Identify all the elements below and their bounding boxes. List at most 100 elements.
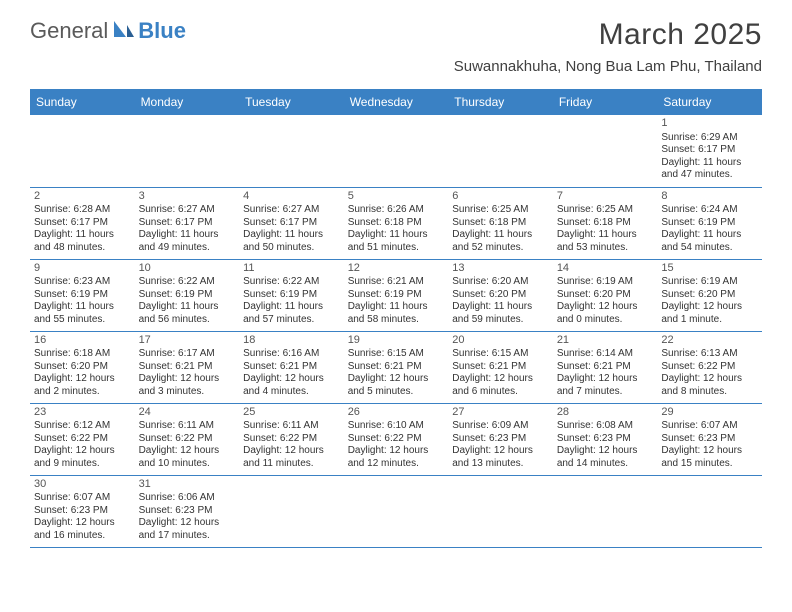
calendar-cell-empty [30,115,135,187]
calendar-cell: 20Sunrise: 6:15 AMSunset: 6:21 PMDayligh… [448,331,553,403]
sunrise-text: Sunrise: 6:14 AM [557,348,654,361]
sunrise-text: Sunrise: 6:20 AM [452,276,549,289]
daylight-text: Daylight: 11 hours and 57 minutes. [243,301,340,326]
day-header-saturday: Saturday [657,89,762,115]
sunrise-text: Sunrise: 6:29 AM [661,132,758,145]
sunrise-text: Sunrise: 6:07 AM [34,492,131,505]
calendar-cell-empty [553,115,658,187]
calendar-cell: 16Sunrise: 6:18 AMSunset: 6:20 PMDayligh… [30,331,135,403]
calendar-cell: 26Sunrise: 6:10 AMSunset: 6:22 PMDayligh… [344,403,449,475]
sunset-text: Sunset: 6:23 PM [452,433,549,446]
sunrise-text: Sunrise: 6:12 AM [34,420,131,433]
calendar-cell: 2Sunrise: 6:28 AMSunset: 6:17 PMDaylight… [30,187,135,259]
calendar-row: 23Sunrise: 6:12 AMSunset: 6:22 PMDayligh… [30,403,762,475]
daylight-text: Daylight: 12 hours and 4 minutes. [243,373,340,398]
day-number: 23 [34,406,131,420]
daylight-text: Daylight: 12 hours and 7 minutes. [557,373,654,398]
day-number: 21 [557,334,654,348]
calendar-cell-empty [448,475,553,547]
daylight-text: Daylight: 11 hours and 49 minutes. [139,229,236,254]
calendar-cell: 13Sunrise: 6:20 AMSunset: 6:20 PMDayligh… [448,259,553,331]
calendar-body: 1Sunrise: 6:29 AMSunset: 6:17 PMDaylight… [30,115,762,547]
calendar-cell-empty [448,115,553,187]
daylight-text: Daylight: 12 hours and 16 minutes. [34,517,131,542]
calendar-row: 30Sunrise: 6:07 AMSunset: 6:23 PMDayligh… [30,475,762,547]
sunrise-text: Sunrise: 6:18 AM [34,348,131,361]
daylight-text: Daylight: 12 hours and 6 minutes. [452,373,549,398]
sunset-text: Sunset: 6:23 PM [661,433,758,446]
day-number: 15 [661,262,758,276]
day-number: 11 [243,262,340,276]
sunrise-text: Sunrise: 6:27 AM [139,204,236,217]
day-number: 20 [452,334,549,348]
day-number: 14 [557,262,654,276]
day-header-monday: Monday [135,89,240,115]
calendar-cell: 1Sunrise: 6:29 AMSunset: 6:17 PMDaylight… [657,115,762,187]
calendar-cell: 3Sunrise: 6:27 AMSunset: 6:17 PMDaylight… [135,187,240,259]
month-title: March 2025 [454,18,762,52]
sunrise-text: Sunrise: 6:25 AM [557,204,654,217]
daylight-text: Daylight: 11 hours and 51 minutes. [348,229,445,254]
daylight-text: Daylight: 12 hours and 13 minutes. [452,445,549,470]
day-number: 26 [348,406,445,420]
sunset-text: Sunset: 6:23 PM [34,505,131,518]
sunrise-text: Sunrise: 6:16 AM [243,348,340,361]
day-header-row: SundayMondayTuesdayWednesdayThursdayFrid… [30,89,762,115]
day-number: 30 [34,478,131,492]
daylight-text: Daylight: 12 hours and 11 minutes. [243,445,340,470]
sunset-text: Sunset: 6:20 PM [661,289,758,302]
sunrise-text: Sunrise: 6:07 AM [661,420,758,433]
sunset-text: Sunset: 6:20 PM [557,289,654,302]
calendar-cell: 8Sunrise: 6:24 AMSunset: 6:19 PMDaylight… [657,187,762,259]
sunset-text: Sunset: 6:18 PM [452,217,549,230]
sunrise-text: Sunrise: 6:13 AM [661,348,758,361]
daylight-text: Daylight: 11 hours and 47 minutes. [661,157,758,182]
sunset-text: Sunset: 6:19 PM [661,217,758,230]
sunrise-text: Sunrise: 6:19 AM [557,276,654,289]
sunset-text: Sunset: 6:23 PM [139,505,236,518]
daylight-text: Daylight: 12 hours and 8 minutes. [661,373,758,398]
sunset-text: Sunset: 6:18 PM [557,217,654,230]
sunrise-text: Sunrise: 6:26 AM [348,204,445,217]
day-number: 7 [557,190,654,204]
daylight-text: Daylight: 11 hours and 52 minutes. [452,229,549,254]
day-number: 31 [139,478,236,492]
sunset-text: Sunset: 6:17 PM [139,217,236,230]
calendar-cell: 6Sunrise: 6:25 AMSunset: 6:18 PMDaylight… [448,187,553,259]
sunset-text: Sunset: 6:21 PM [557,361,654,374]
sunrise-text: Sunrise: 6:06 AM [139,492,236,505]
calendar-cell: 30Sunrise: 6:07 AMSunset: 6:23 PMDayligh… [30,475,135,547]
sunset-text: Sunset: 6:19 PM [34,289,131,302]
title-block: March 2025 Suwannakhuha, Nong Bua Lam Ph… [454,18,762,75]
day-number: 4 [243,190,340,204]
calendar-cell-empty [344,115,449,187]
logo: General Blue [30,18,186,44]
daylight-text: Daylight: 12 hours and 17 minutes. [139,517,236,542]
sunset-text: Sunset: 6:23 PM [557,433,654,446]
daylight-text: Daylight: 12 hours and 9 minutes. [34,445,131,470]
calendar-cell: 15Sunrise: 6:19 AMSunset: 6:20 PMDayligh… [657,259,762,331]
daylight-text: Daylight: 12 hours and 10 minutes. [139,445,236,470]
daylight-text: Daylight: 12 hours and 12 minutes. [348,445,445,470]
sunset-text: Sunset: 6:21 PM [452,361,549,374]
calendar-cell: 24Sunrise: 6:11 AMSunset: 6:22 PMDayligh… [135,403,240,475]
sunrise-text: Sunrise: 6:27 AM [243,204,340,217]
sunset-text: Sunset: 6:22 PM [139,433,236,446]
daylight-text: Daylight: 11 hours and 59 minutes. [452,301,549,326]
daylight-text: Daylight: 12 hours and 0 minutes. [557,301,654,326]
calendar-cell: 11Sunrise: 6:22 AMSunset: 6:19 PMDayligh… [239,259,344,331]
sunset-text: Sunset: 6:19 PM [139,289,236,302]
sunset-text: Sunset: 6:18 PM [348,217,445,230]
calendar-cell: 28Sunrise: 6:08 AMSunset: 6:23 PMDayligh… [553,403,658,475]
daylight-text: Daylight: 11 hours and 55 minutes. [34,301,131,326]
calendar-cell: 31Sunrise: 6:06 AMSunset: 6:23 PMDayligh… [135,475,240,547]
day-header-wednesday: Wednesday [344,89,449,115]
day-number: 9 [34,262,131,276]
logo-text-blue: Blue [138,18,186,44]
day-number: 17 [139,334,236,348]
sunset-text: Sunset: 6:17 PM [243,217,340,230]
sunset-text: Sunset: 6:20 PM [34,361,131,374]
day-header-tuesday: Tuesday [239,89,344,115]
sunrise-text: Sunrise: 6:25 AM [452,204,549,217]
day-number: 3 [139,190,236,204]
